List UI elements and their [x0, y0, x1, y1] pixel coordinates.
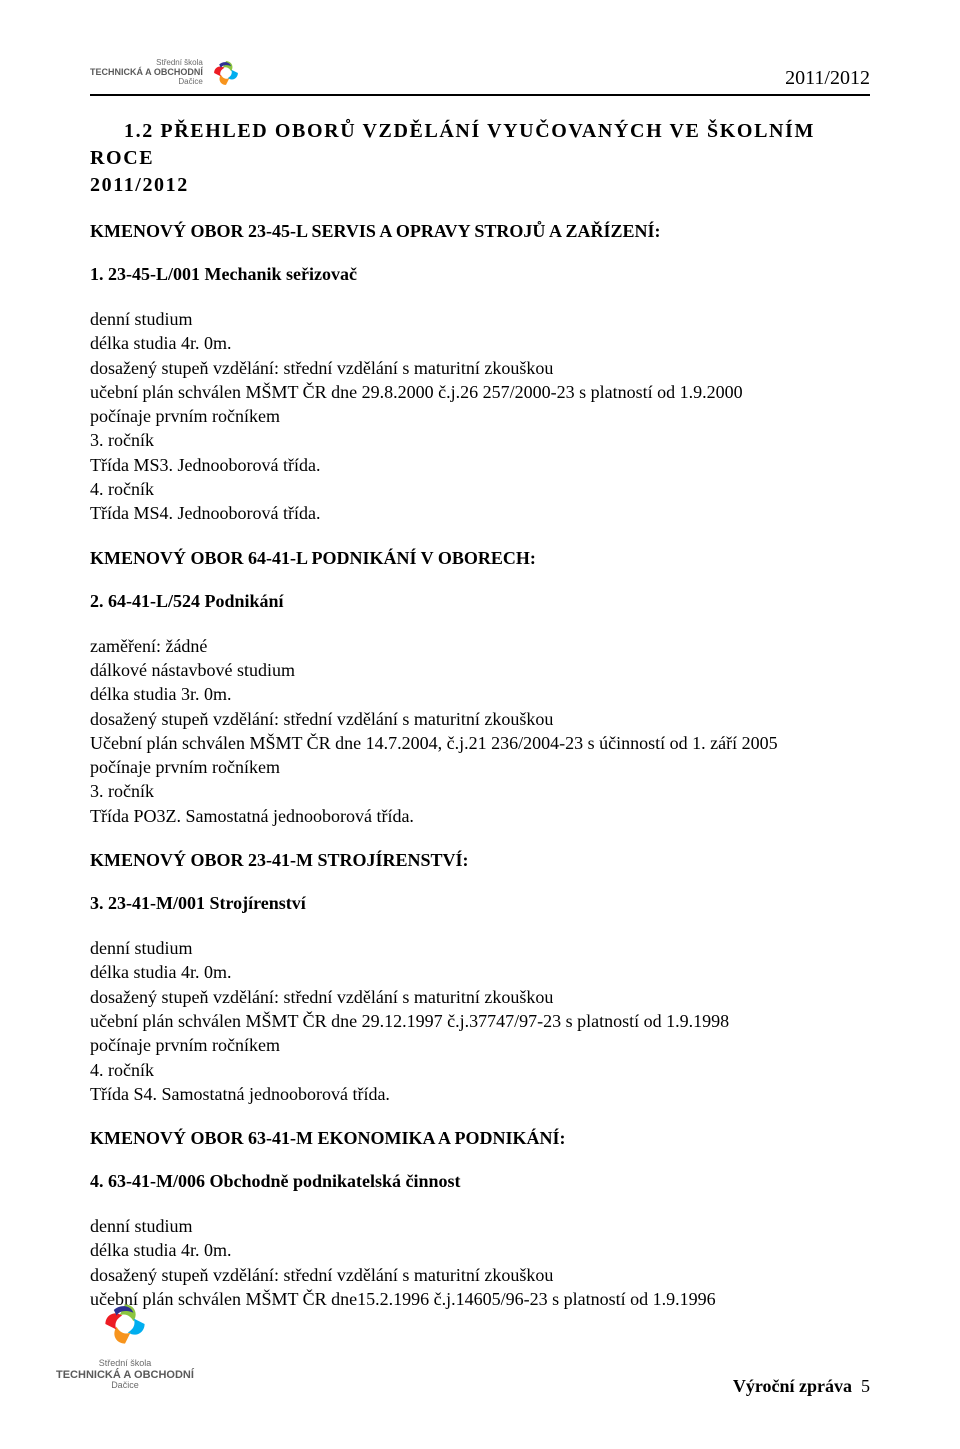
item-body: denní studiumdélka studia 4r. 0m.dosažen…	[90, 307, 870, 526]
body-line: dosažený stupeň vzdělání: střední vzdělá…	[90, 985, 870, 1009]
body-line: počínaje prvním ročníkem	[90, 1033, 870, 1057]
header-logo: Střední škola TECHNICKÁ A OBCHODNÍ Dačic…	[90, 56, 243, 90]
item-body: denní studiumdélka studia 4r. 0m.dosažen…	[90, 936, 870, 1106]
body-line: délka studia 4r. 0m.	[90, 960, 870, 984]
body-line: denní studium	[90, 936, 870, 960]
body-line: denní studium	[90, 1214, 870, 1238]
item-body: zaměření: žádnédálkové nástavbové studiu…	[90, 634, 870, 828]
body-line: délka studia 4r. 0m.	[90, 1238, 870, 1262]
body-line: délka studia 4r. 0m.	[90, 331, 870, 355]
body-line: učební plán schválen MŠMT ČR dne15.2.199…	[90, 1287, 870, 1311]
kmen-heading: KMENOVÝ OBOR 23-41-M STROJÍRENSTVÍ:	[90, 850, 870, 871]
body-line: učební plán schválen MŠMT ČR dne 29.12.1…	[90, 1009, 870, 1033]
kmen-heading: KMENOVÝ OBOR 23-45-L SERVIS A OPRAVY STR…	[90, 221, 870, 242]
kmen-heading: KMENOVÝ OBOR 64-41-L PODNIKÁNÍ V OBORECH…	[90, 548, 870, 569]
body-line: počínaje prvním ročníkem	[90, 755, 870, 779]
body-line: délka studia 3r. 0m.	[90, 682, 870, 706]
header-bar: Střední škola TECHNICKÁ A OBCHODNÍ Dačic…	[90, 56, 870, 96]
title-text: PŘEHLED OBORŮ VZDĚLÁNÍ VYUČOVANÝCH VE ŠK…	[90, 120, 815, 169]
item-body: denní studiumdélka studia 4r. 0m.dosažen…	[90, 1214, 870, 1311]
item-title: 3. 23-41-M/001 Strojírenství	[90, 893, 870, 914]
body-line: Učební plán schválen MŠMT ČR dne 14.7.20…	[90, 731, 870, 755]
body-line: dosažený stupeň vzdělání: střední vzdělá…	[90, 1263, 870, 1287]
footer-logo: Střední škola TECHNICKÁ A OBCHODNÍ Dačic…	[56, 1296, 194, 1391]
body-line: Třída MS4. Jednooborová třída.	[90, 501, 870, 525]
title-year: 2011/2012	[90, 174, 189, 196]
body-line: dálkové nástavbové studium	[90, 658, 870, 682]
body-line: 3. ročník	[90, 428, 870, 452]
footer-page-number: 5	[861, 1376, 870, 1396]
body-line: 4. ročník	[90, 1058, 870, 1082]
item-title: 4. 63-41-M/006 Obchodně podnikatelská či…	[90, 1171, 870, 1192]
body-line: 4. ročník	[90, 477, 870, 501]
item-title: 2. 64-41-L/524 Podnikání	[90, 591, 870, 612]
kmen-heading: KMENOVÝ OBOR 63-41-M EKONOMIKA A PODNIKÁ…	[90, 1128, 870, 1149]
swirl-icon	[97, 1296, 153, 1357]
page-title: 1.2 PŘEHLED OBORŮ VZDĚLÁNÍ VYUČOVANÝCH V…	[90, 118, 870, 199]
footer-school-line3: Dačice	[56, 1381, 194, 1391]
swirl-icon	[209, 56, 243, 90]
body-line: Třída PO3Z. Samostatná jednooborová tříd…	[90, 804, 870, 828]
body-line: počínaje prvním ročníkem	[90, 404, 870, 428]
body-line: Třída MS3. Jednooborová třída.	[90, 453, 870, 477]
body-line: dosažený stupeň vzdělání: střední vzdělá…	[90, 707, 870, 731]
body-line: 3. ročník	[90, 779, 870, 803]
footer-report-label: Výroční zpráva	[733, 1376, 852, 1396]
body-line: dosažený stupeň vzdělání: střední vzdělá…	[90, 356, 870, 380]
body-line: zaměření: žádné	[90, 634, 870, 658]
header-year: 2011/2012	[785, 67, 870, 90]
footer-pageref: Výroční zpráva 5	[733, 1376, 870, 1397]
body-line: Třída S4. Samostatná jednooborová třída.	[90, 1082, 870, 1106]
title-number: 1.2	[124, 120, 154, 142]
school-name: Střední škola TECHNICKÁ A OBCHODNÍ Dačic…	[90, 59, 203, 86]
body-line: denní studium	[90, 307, 870, 331]
school-line3: Dačice	[90, 78, 203, 87]
body-line: učební plán schválen MŠMT ČR dne 29.8.20…	[90, 380, 870, 404]
item-title: 1. 23-45-L/001 Mechanik seřizovač	[90, 264, 870, 285]
footer-school-line1: Střední škola	[56, 1359, 194, 1369]
